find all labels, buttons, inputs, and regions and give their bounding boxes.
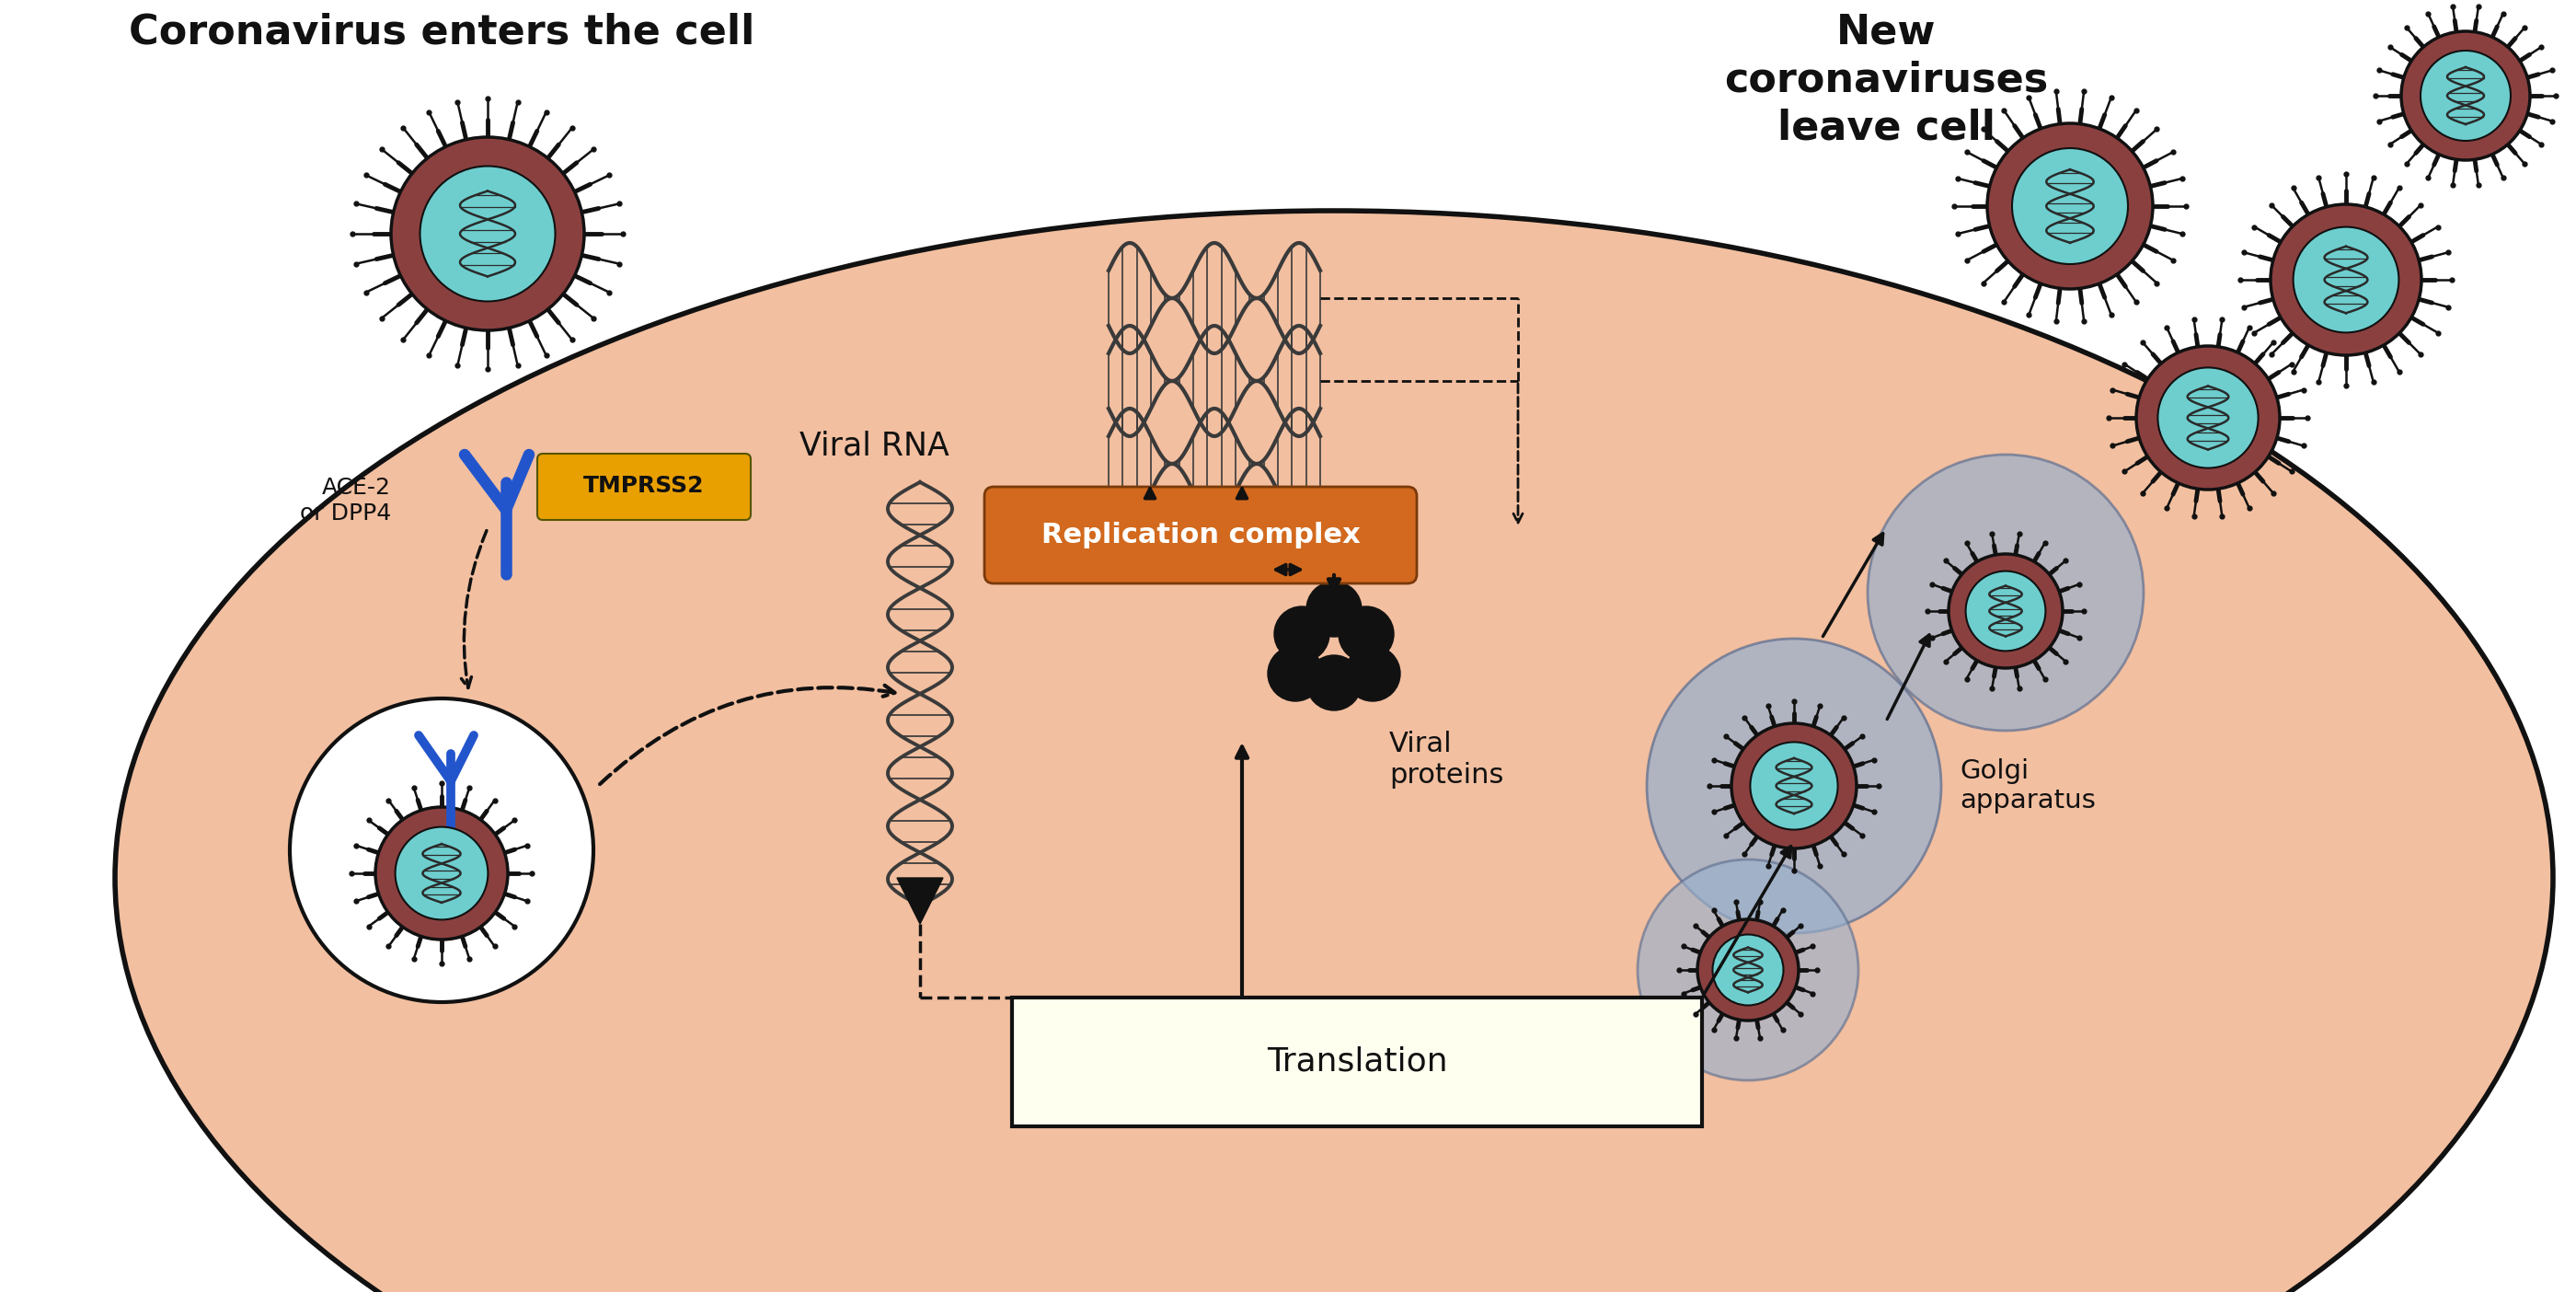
Circle shape: [1267, 646, 1324, 702]
Circle shape: [376, 808, 507, 939]
Text: ACE-2
or DPP4: ACE-2 or DPP4: [299, 477, 392, 525]
Polygon shape: [896, 877, 943, 924]
FancyBboxPatch shape: [984, 487, 1417, 584]
Circle shape: [1638, 859, 1857, 1080]
Ellipse shape: [116, 211, 2553, 1292]
Circle shape: [1749, 742, 1837, 829]
Circle shape: [1965, 571, 2045, 651]
Text: New
coronaviruses
leave cell: New coronaviruses leave cell: [1723, 13, 2048, 147]
Circle shape: [1986, 123, 2154, 289]
Circle shape: [2401, 31, 2530, 160]
Text: Viral RNA: Viral RNA: [799, 430, 948, 461]
Circle shape: [1731, 724, 1857, 849]
Circle shape: [1340, 606, 1394, 662]
Text: Viral
proteins: Viral proteins: [1388, 731, 1504, 788]
Circle shape: [1713, 934, 1783, 1005]
Circle shape: [1306, 655, 1363, 711]
Circle shape: [2012, 149, 2128, 264]
Circle shape: [1306, 581, 1363, 637]
Bar: [1012, 997, 1703, 1127]
Circle shape: [1947, 554, 2063, 668]
Circle shape: [392, 137, 585, 331]
FancyBboxPatch shape: [538, 453, 750, 519]
Circle shape: [289, 699, 592, 1003]
Circle shape: [1868, 455, 2143, 731]
Circle shape: [1646, 638, 1942, 933]
Text: Replication complex: Replication complex: [1041, 522, 1360, 549]
Text: Coronavirus enters the cell: Coronavirus enters the cell: [129, 13, 755, 53]
Circle shape: [2269, 204, 2421, 355]
Circle shape: [2421, 50, 2512, 141]
Circle shape: [1698, 920, 1798, 1021]
Circle shape: [420, 167, 556, 301]
Circle shape: [394, 827, 487, 920]
Circle shape: [2136, 346, 2280, 490]
Circle shape: [1275, 606, 1329, 662]
Text: Golgi
apparatus: Golgi apparatus: [1960, 758, 2097, 814]
Text: TMPRSS2: TMPRSS2: [585, 475, 703, 497]
Circle shape: [1345, 646, 1401, 702]
Text: Translation: Translation: [1267, 1047, 1448, 1078]
Circle shape: [2293, 227, 2398, 332]
Circle shape: [2159, 367, 2259, 468]
